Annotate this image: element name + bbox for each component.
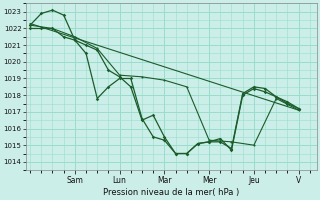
X-axis label: Pression niveau de la mer( hPa ): Pression niveau de la mer( hPa ) (103, 188, 239, 197)
